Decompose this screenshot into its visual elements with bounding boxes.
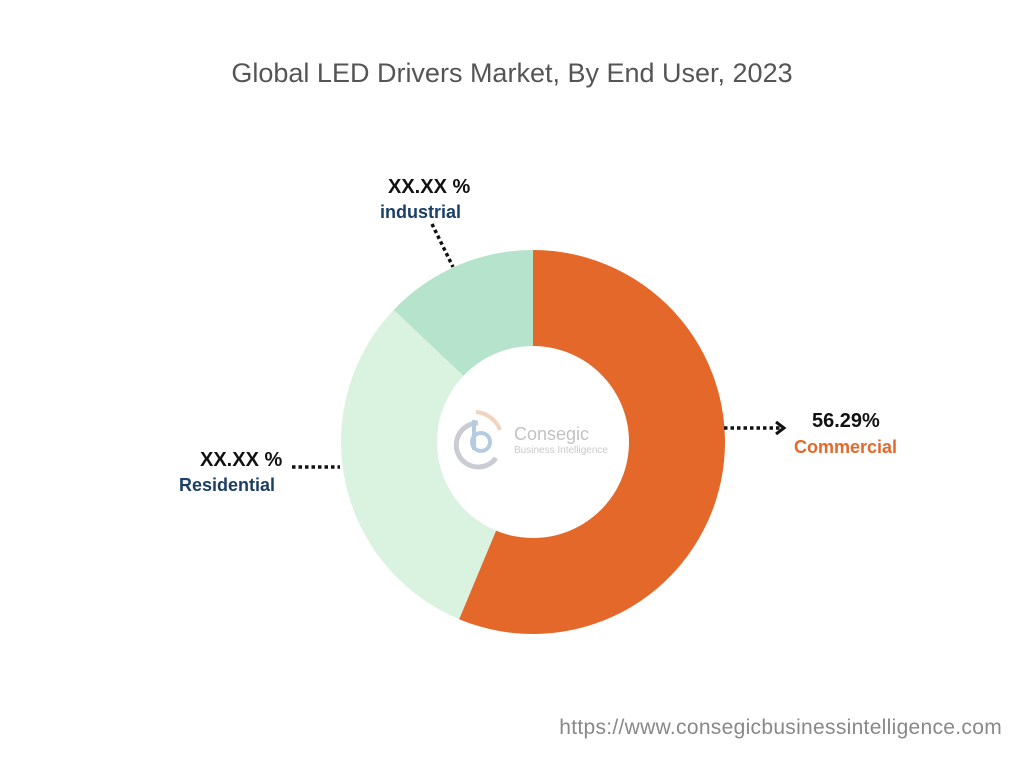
- commercial-label: Commercial: [794, 437, 898, 457]
- slice-industrial: [393, 250, 533, 376]
- industrial-label: industrial: [380, 202, 462, 222]
- residential-value: XX.XX %: [200, 449, 283, 471]
- slice-commercial: [459, 250, 725, 634]
- industrial-leader-line: [430, 223, 455, 268]
- footer-url[interactable]: https://www.consegicbusinessintelligence…: [559, 716, 1002, 739]
- logo: Consegic Business Intelligence: [453, 410, 608, 470]
- residential-label: Residential: [179, 475, 276, 495]
- logo-name: Consegic: [514, 424, 589, 444]
- commercial-value: 56.29%: [812, 410, 880, 432]
- logo-tagline: Business Intelligence: [514, 445, 608, 456]
- industrial-value: XX.XX %: [388, 176, 471, 198]
- chart-title: Global LED Drivers Market, By End User, …: [231, 58, 793, 88]
- slice-residential: [341, 309, 497, 620]
- commercial-arrow-icon: [775, 420, 787, 436]
